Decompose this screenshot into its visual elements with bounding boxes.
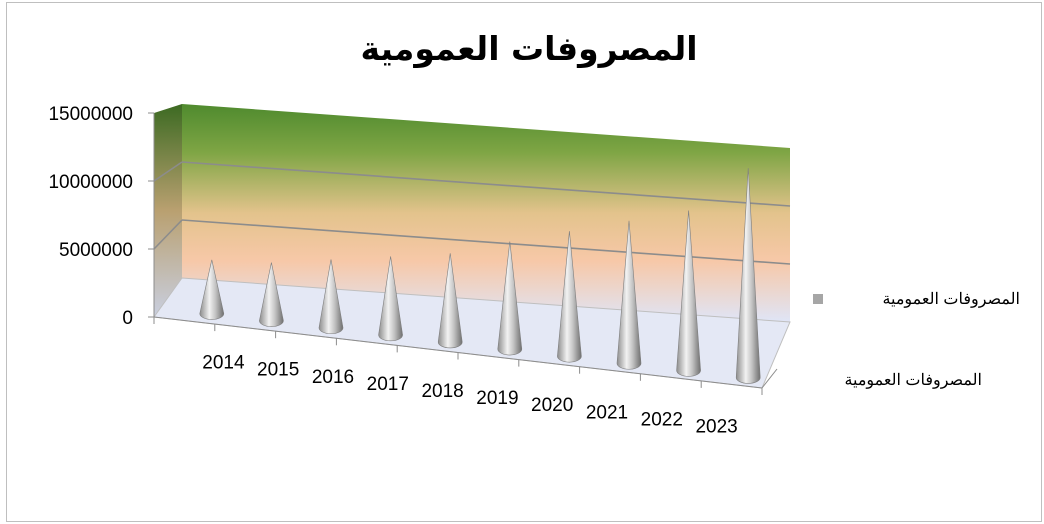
side-wall <box>154 104 182 317</box>
cone-2017 <box>378 256 403 342</box>
x-tick-label: 2016 <box>312 367 354 388</box>
cone-series <box>199 168 761 384</box>
cone-body <box>437 253 463 349</box>
legend-label: المصروفات العمومية <box>882 291 1020 308</box>
cone-body <box>199 259 225 320</box>
gridline <box>153 161 183 182</box>
legend-marker <box>813 294 823 304</box>
x-tick-label: 2014 <box>202 353 245 374</box>
y-tick-label: 5000000 <box>59 240 133 261</box>
x-tick-label: 2020 <box>531 395 573 416</box>
cone-body <box>557 231 582 363</box>
y-axis-ticks: 15000000 10000000 5000000 0 <box>48 104 154 329</box>
cone-2021 <box>616 220 642 370</box>
depth-axis-line <box>761 368 778 389</box>
cone-2014 <box>199 259 225 320</box>
x-tick-label: 2015 <box>257 360 299 381</box>
x-tick-label: 2022 <box>641 409 683 430</box>
cone-2020 <box>557 231 582 363</box>
cone-body <box>318 259 344 335</box>
back-wall <box>182 104 790 322</box>
cone-2016 <box>318 259 344 335</box>
cone-body <box>616 220 642 370</box>
depth-axis-label: المصروفات العمومية <box>844 372 982 389</box>
x-tick-label: 2017 <box>367 374 409 395</box>
cone-body <box>497 241 523 356</box>
cone-body <box>259 262 284 327</box>
x-axis-tick-marks <box>153 317 763 395</box>
x-tick-label: 2019 <box>476 388 518 409</box>
cone-2018 <box>437 253 463 349</box>
cone-2019 <box>497 241 523 356</box>
legend: المصروفات العمومية <box>813 291 1020 308</box>
x-tick-label: 2021 <box>586 402 628 423</box>
gridline <box>153 219 183 250</box>
gridline <box>181 161 791 207</box>
x-tick-label: 2023 <box>695 416 737 437</box>
cone-body <box>676 210 701 377</box>
cone-2022 <box>676 210 701 377</box>
y-tick-label: 10000000 <box>48 172 133 193</box>
chart-title: المصروفات العمومية <box>360 29 697 69</box>
y-tick-label: 15000000 <box>48 104 133 125</box>
cone-body <box>378 256 403 342</box>
cone-body <box>735 168 761 384</box>
x-axis-labels: 2014 2015 2016 2017 2018 2019 2020 2021 2022 2023 <box>202 353 737 438</box>
chart-area: 15000000 10000000 5000000 0 2014 2015 2016 201… <box>6 2 1042 522</box>
y-tick-label: 0 <box>122 308 133 329</box>
x-tick-label: 2018 <box>421 381 463 402</box>
cone-2015 <box>259 262 284 327</box>
cone-2023 <box>735 168 761 384</box>
